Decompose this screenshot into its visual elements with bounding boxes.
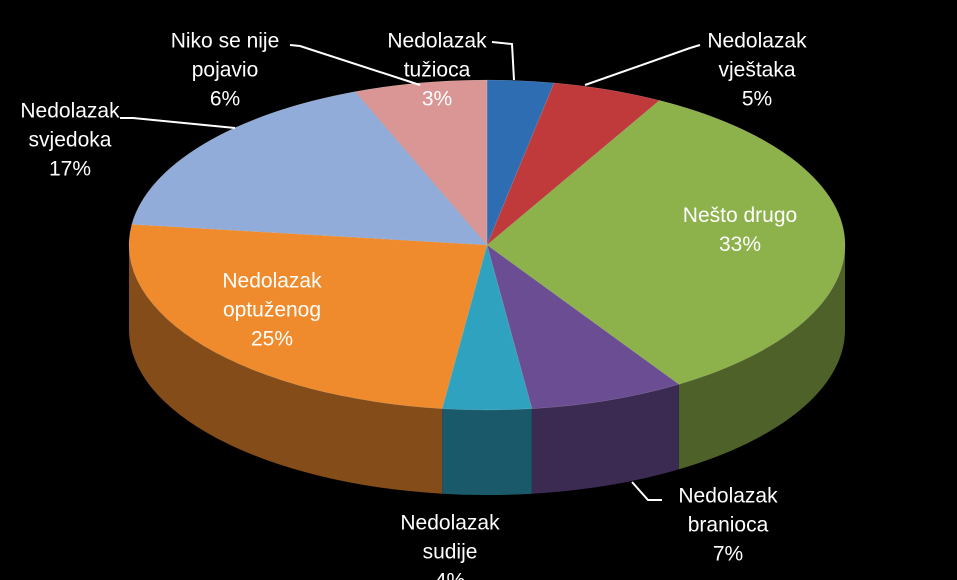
label-category: Nešto drugo — [682, 204, 798, 227]
data-label: Nedolazak svjedoka 17% — [10, 97, 130, 184]
label-value: 17% — [48, 157, 92, 181]
data-label: Nedolazak branioca 7% — [668, 482, 788, 569]
label-value: 4% — [435, 570, 465, 580]
label-category: Nedolazak vještaka — [707, 29, 807, 82]
label-value: 6% — [209, 87, 241, 111]
leader-line — [491, 41, 515, 81]
data-label: Nešto drugo 33% — [660, 201, 820, 259]
slice — [486, 79, 555, 246]
slice-side — [442, 408, 532, 495]
label-category: Nedolazak branioca — [678, 484, 778, 537]
slice-side — [678, 245, 845, 470]
data-label: Nedolazak tužioca 3% — [377, 27, 497, 114]
label-category: Niko se nije pojavio — [170, 29, 280, 82]
leader-line — [289, 44, 421, 86]
label-category: Nedolazak sudije — [400, 511, 500, 564]
slice — [486, 100, 846, 385]
label-category: Nedolazak optuženog — [222, 269, 322, 322]
slice — [441, 244, 533, 411]
slice-side — [129, 245, 443, 494]
data-label: Nedolazak optuženog 25% — [207, 267, 337, 354]
label-value: 7% — [712, 542, 744, 566]
label-category: Nedolazak tužioca — [387, 29, 487, 82]
data-label: Nedolazak vještaka 5% — [697, 27, 817, 114]
label-value: 33% — [718, 233, 762, 256]
label-value: 25% — [250, 327, 294, 351]
label-category: Nedolazak svjedoka — [20, 99, 120, 152]
slice — [354, 79, 488, 246]
label-value: 5% — [741, 87, 773, 111]
data-label: Nedolazak sudije 4% — [390, 509, 510, 580]
leader-line — [120, 117, 236, 129]
slice-side — [531, 384, 679, 494]
leader-line — [631, 481, 662, 501]
slice — [486, 244, 680, 409]
slice — [131, 91, 488, 246]
leader-line — [584, 44, 701, 86]
slice — [128, 224, 488, 409]
data-label: Niko se nije pojavio 6% — [160, 27, 290, 114]
label-value: 3% — [421, 87, 453, 111]
slice — [486, 82, 661, 246]
